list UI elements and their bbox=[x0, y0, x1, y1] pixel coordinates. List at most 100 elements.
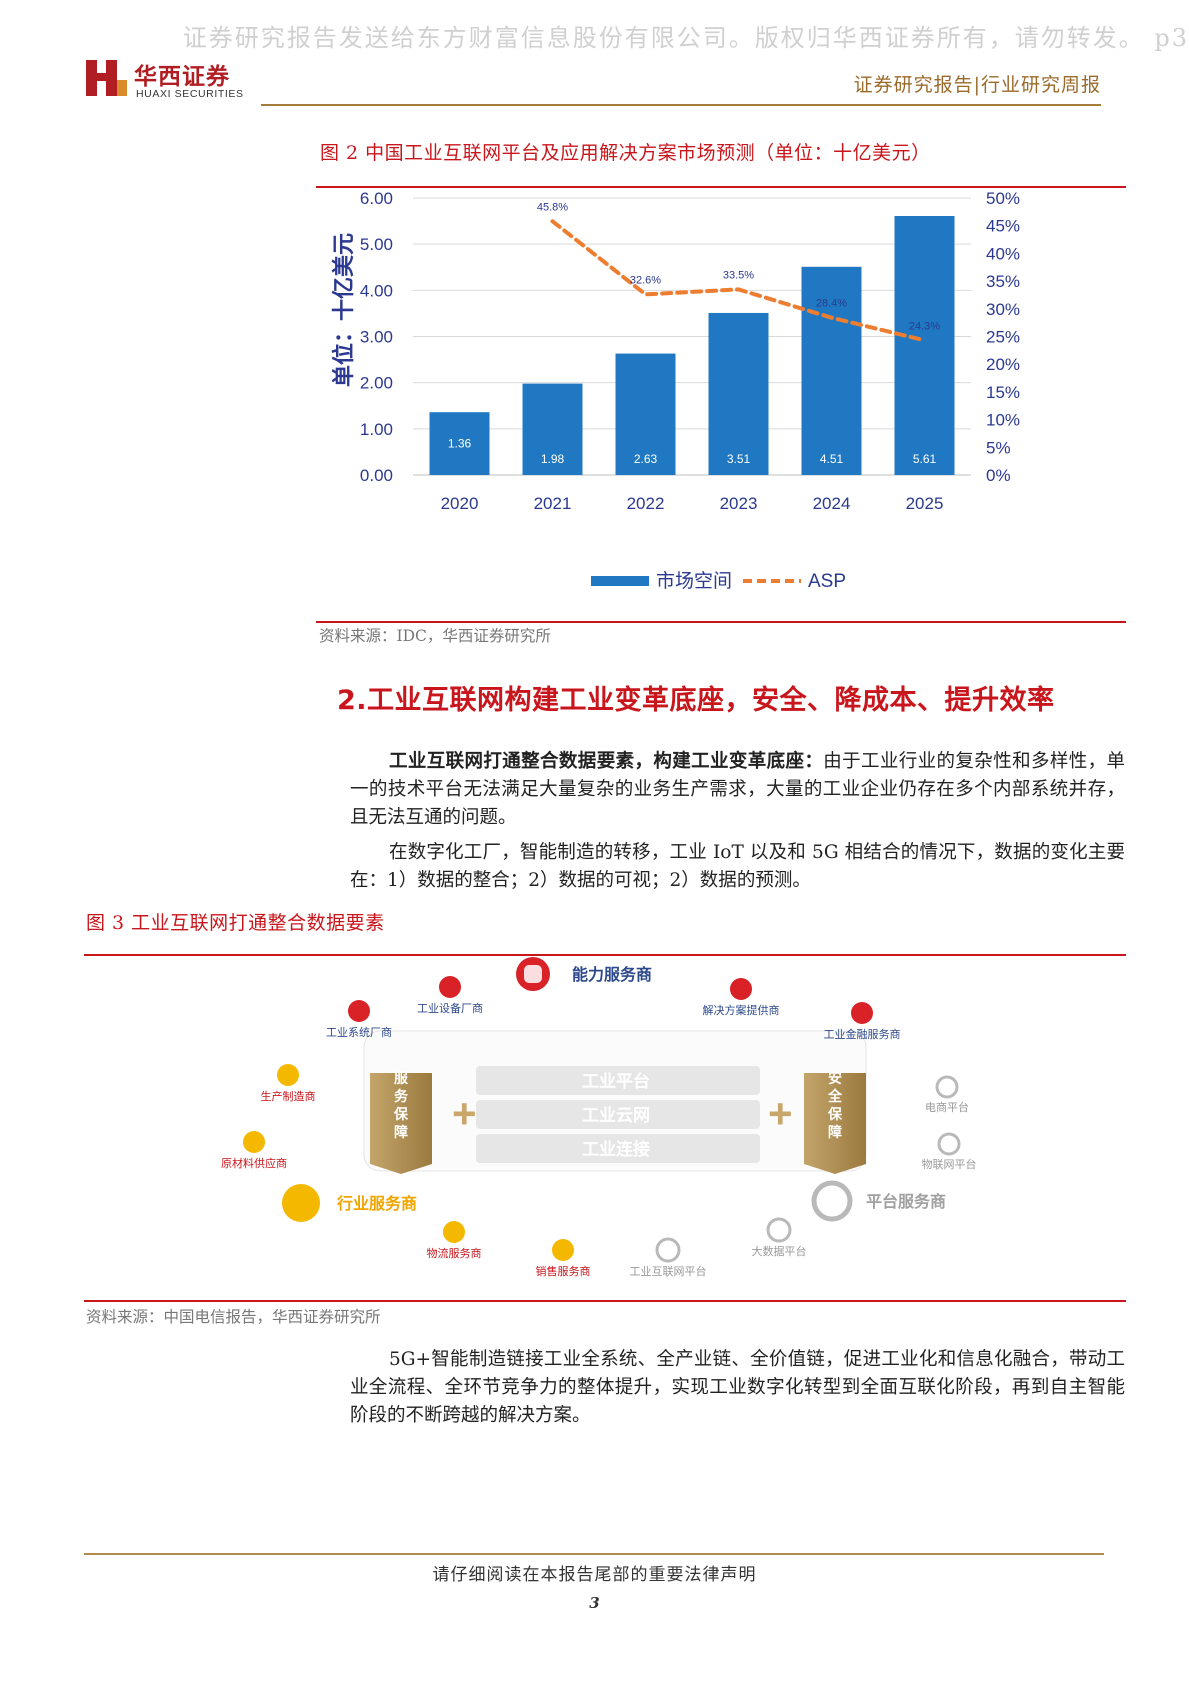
layer-industrial-connection-label: 工业连接 bbox=[582, 1139, 650, 1160]
y-tick-label: 3.00 bbox=[360, 328, 393, 347]
finance-provider-node: 工业金融服务商 bbox=[824, 1002, 901, 1041]
y-tick-label: 1.00 bbox=[360, 420, 393, 439]
gear-icon bbox=[937, 1132, 961, 1156]
page-number: 3 bbox=[589, 1594, 600, 1612]
layer-industrial-cloud-network bbox=[476, 1100, 760, 1129]
capability-provider-node: 能力服务商 bbox=[516, 957, 652, 991]
huaxi-logo-icon bbox=[86, 60, 127, 96]
chart-bars: 1.36 1.98 2.63 3.51 4.51 5.61 bbox=[429, 216, 955, 475]
platform-provider-node: 平台服务商 bbox=[811, 1180, 946, 1222]
y2-tick-label: 20% bbox=[986, 355, 1020, 374]
bar-data-label: 1.36 bbox=[448, 437, 472, 451]
service-guarantee-badge bbox=[370, 1073, 432, 1174]
y2-tick-label: 5% bbox=[986, 438, 1011, 457]
chart-y-axis-label: 单位：十亿美元 bbox=[331, 233, 357, 387]
chart-gridlines bbox=[413, 197, 971, 476]
industry-provider-node: 行业服务商 bbox=[282, 1184, 417, 1222]
logistics-node: 物流服务商 bbox=[427, 1221, 482, 1260]
bigdata-platform-node: 大数据平台 bbox=[752, 1217, 807, 1258]
paragraph-1-bold-lead: 工业互联网打通整合数据要素，构建工业变革底座： bbox=[389, 751, 824, 772]
layer-industrial-cloud-network-label: 工业云网 bbox=[582, 1106, 650, 1126]
database-icon bbox=[348, 1000, 370, 1022]
raw-material-node: 原材料供应商 bbox=[221, 1131, 287, 1170]
footer-divider bbox=[84, 1553, 1104, 1555]
layer-industrial-platform-label: 工业平台 bbox=[582, 1071, 650, 1092]
chart-bar bbox=[801, 266, 862, 475]
svg-text:电商平台: 电商平台 bbox=[925, 1100, 969, 1114]
figure3-source: 资料来源：中国电信报告，华西证券研究所 bbox=[86, 1308, 381, 1326]
figure3-title: 图 3 工业互联网打通整合数据要素 bbox=[86, 912, 385, 934]
figure2-title: 图 2 中国工业互联网平台及应用解决方案市场预测（单位：十亿美元） bbox=[320, 142, 931, 164]
handshake-icon bbox=[282, 1184, 320, 1222]
svg-text:能力服务商: 能力服务商 bbox=[572, 965, 652, 984]
paragraph-3: 5G+智能制造链接工业全系统、全产业链、全价值链，促进工业化和信息化融合，带动工… bbox=[350, 1349, 1125, 1426]
gear-icon bbox=[766, 1217, 792, 1243]
asp-data-label: 24.3% bbox=[909, 320, 940, 332]
logo-english-name: HUAXI SECURITIES bbox=[136, 88, 244, 100]
gear-icon bbox=[935, 1075, 959, 1099]
y2-tick-label: 10% bbox=[986, 411, 1020, 430]
svg-text:物联网平台: 物联网平台 bbox=[922, 1157, 977, 1171]
bar-data-label: 4.51 bbox=[820, 452, 844, 466]
paragraph-2: 在数字化工厂，智能制造的转移，工业 IoT 以及和 5G 相结合的情况下，数据的… bbox=[350, 842, 1125, 891]
chart-bar bbox=[429, 412, 490, 475]
manufacturer-node: 生产制造商 bbox=[261, 1064, 316, 1103]
x-tick-label: 2023 bbox=[720, 494, 758, 513]
y-tick-label: 0.00 bbox=[360, 466, 393, 485]
header-divider bbox=[261, 104, 1101, 106]
paragraph-1: 工业互联网打通整合数据要素，构建工业变革底座：由于工业行业的复杂性和多样性，单一… bbox=[350, 748, 1125, 832]
figure3-bottom-rule bbox=[84, 1300, 1126, 1302]
asp-data-label: 32.6% bbox=[630, 274, 661, 286]
figure2-bottom-rule bbox=[316, 621, 1126, 623]
svg-text:平台服务商: 平台服务商 bbox=[866, 1192, 946, 1211]
database-icon bbox=[439, 976, 461, 998]
svg-text:销售服务商: 销售服务商 bbox=[536, 1264, 591, 1278]
watermark: 证券研究报告发送给东方财富信息股份有限公司。版权归华西证券所有，请勿转发。 p3 bbox=[182, 24, 1189, 52]
bar-data-label: 2.63 bbox=[634, 452, 658, 466]
service-guarantee-label: 服务保障 bbox=[393, 1071, 409, 1141]
system-vendor-node: 工业系统厂商 bbox=[326, 1000, 392, 1039]
figure2-top-rule bbox=[316, 186, 1126, 188]
report-type: 证券研究报告|行业研究周报 bbox=[853, 74, 1101, 96]
iot-platform-node: 物联网平台 bbox=[922, 1132, 977, 1171]
equipment-vendor-node: 工业设备厂商 bbox=[417, 976, 483, 1015]
bar-data-label: 3.51 bbox=[727, 452, 751, 466]
figure2-source: 资料来源：IDC，华西证券研究所 bbox=[319, 627, 551, 645]
x-tick-label: 2020 bbox=[441, 494, 479, 513]
chart-asp-line: 45.8% 32.6% 33.5% 28.4% 24.3% bbox=[537, 201, 940, 343]
legend-bar-label: 市场空间 bbox=[656, 570, 732, 592]
svg-text:解决方案提供商: 解决方案提供商 bbox=[703, 1003, 780, 1017]
svg-text:生产制造商: 生产制造商 bbox=[261, 1089, 316, 1103]
gear-icon bbox=[811, 1180, 853, 1222]
ecommerce-node: 电商平台 bbox=[925, 1075, 969, 1114]
plus-left: + bbox=[452, 1090, 477, 1137]
y2-tick-label: 0% bbox=[986, 466, 1011, 485]
chart-ticks: 0.00 1.00 2.00 3.00 4.00 5.00 6.00 0% 5% 10% 15% 20… bbox=[360, 190, 1020, 513]
figure3-diagram: 服务保障 安全保障 + + 工业平台 工业云网 工业连接 能力服务商 工业设备厂… bbox=[221, 957, 977, 1278]
asp-data-label: 33.5% bbox=[723, 269, 754, 281]
bar-data-label: 5.61 bbox=[913, 452, 937, 466]
logo-chinese-name: 华西证券 bbox=[134, 64, 230, 90]
asp-series-line bbox=[550, 219, 927, 343]
asp-data-label: 28.4% bbox=[816, 298, 847, 310]
chart-bar bbox=[522, 383, 583, 475]
svg-text:工业系统厂商: 工业系统厂商 bbox=[326, 1025, 392, 1039]
solution-provider-node: 解决方案提供商 bbox=[703, 978, 780, 1017]
layer-industrial-platform bbox=[476, 1066, 760, 1095]
svg-text:原材料供应商: 原材料供应商 bbox=[221, 1156, 287, 1170]
x-tick-label: 2024 bbox=[813, 494, 851, 513]
y2-tick-label: 50% bbox=[986, 190, 1020, 208]
y2-tick-label: 25% bbox=[986, 328, 1020, 347]
svg-text:工业设备厂商: 工业设备厂商 bbox=[417, 1001, 483, 1015]
y-tick-label: 2.00 bbox=[360, 374, 393, 393]
y2-tick-label: 30% bbox=[986, 300, 1020, 319]
svg-text:行业服务商: 行业服务商 bbox=[336, 1194, 417, 1213]
y-tick-label: 6.00 bbox=[360, 190, 393, 208]
database-icon bbox=[851, 1002, 873, 1024]
x-tick-label: 2022 bbox=[627, 494, 665, 513]
svg-text:大数据平台: 大数据平台 bbox=[752, 1244, 807, 1258]
handshake-icon bbox=[277, 1064, 299, 1086]
y2-tick-label: 35% bbox=[986, 272, 1020, 291]
database-icon bbox=[730, 978, 752, 1000]
sales-node: 销售服务商 bbox=[536, 1239, 591, 1278]
